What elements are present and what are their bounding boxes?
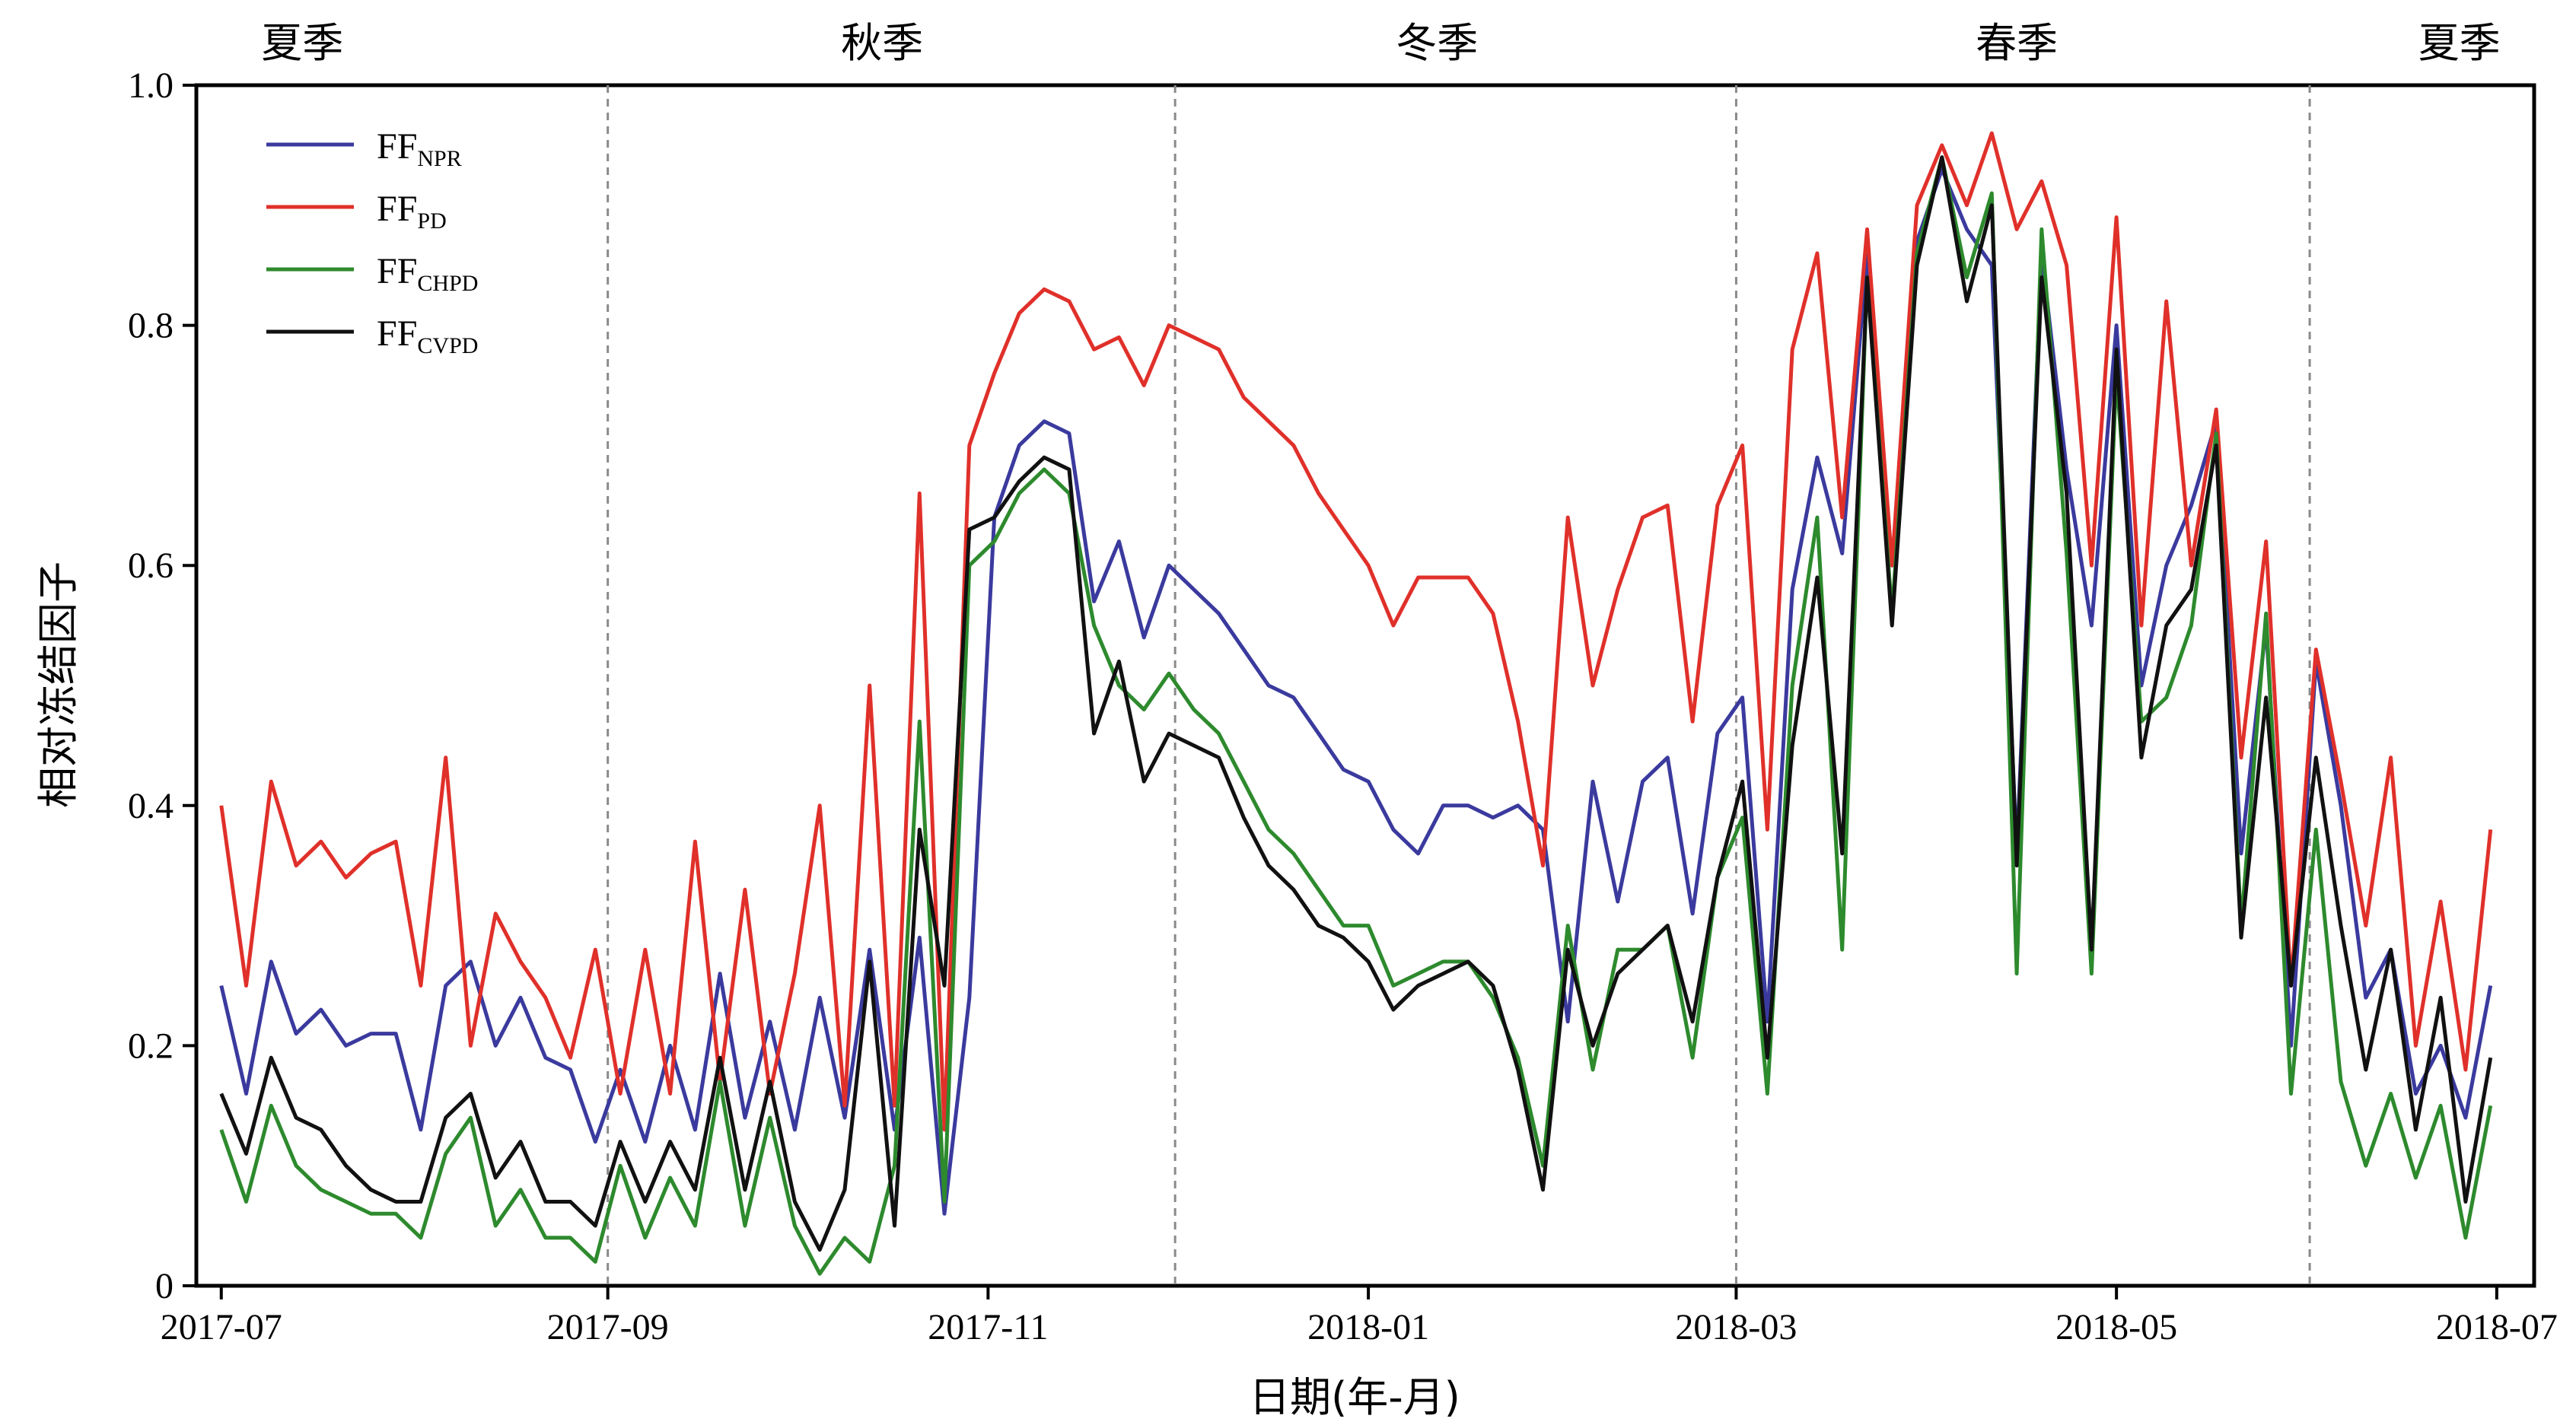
legend-entry-chpd: FFCHPD xyxy=(377,251,478,296)
y-tick-label: 0.4 xyxy=(128,786,174,826)
legend: FFNPR FFPD FFCHPD FFCVPD xyxy=(266,126,478,358)
y-tick-label: 1.0 xyxy=(128,65,174,106)
season-label: 冬季 xyxy=(1396,19,1478,67)
y-tick-label: 0.6 xyxy=(128,546,174,586)
y-axis-title: 相对冻结因子 xyxy=(34,561,82,808)
x-axis: 2017-07 2017-09 2017-11 2018-01 2018-03 2018-… xyxy=(161,1286,2558,1347)
y-axis: 0 0.2 0.4 0.6 0.8 1.0 xyxy=(128,65,196,1306)
x-tick-label: 2018-01 xyxy=(1307,1307,1429,1347)
season-boundaries xyxy=(607,85,2311,1286)
legend-entry-pd: FFPD xyxy=(377,189,447,234)
season-label: 春季 xyxy=(1976,19,2058,67)
series-lines xyxy=(219,131,2493,1276)
season-labels: 夏季 秋季 冬季 春季 夏季 xyxy=(261,19,2500,67)
x-tick-label: 2018-07 xyxy=(2436,1307,2558,1347)
series-line-npr xyxy=(219,167,2493,1216)
series-line-cvpd xyxy=(219,155,2493,1252)
y-tick-label: 0.2 xyxy=(128,1026,174,1066)
season-label: 夏季 xyxy=(261,19,343,67)
x-tick-label: 2018-03 xyxy=(1675,1307,1797,1347)
x-tick-label: 2017-11 xyxy=(928,1307,1048,1347)
series-line-pd xyxy=(219,131,2493,1132)
plot-area-frame xyxy=(194,83,2536,1288)
legend-entry-cvpd: FFCVPD xyxy=(377,313,478,358)
y-tick-label: 0 xyxy=(155,1266,174,1306)
x-axis-title: 日期(年-月) xyxy=(1249,1373,1460,1421)
season-label: 秋季 xyxy=(841,19,923,67)
x-tick-label: 2018-05 xyxy=(2055,1307,2177,1347)
legend-entry-npr: FFNPR xyxy=(377,126,462,171)
season-label: 夏季 xyxy=(2418,19,2501,67)
x-tick-label: 2017-09 xyxy=(547,1307,669,1347)
y-tick-label: 0.8 xyxy=(128,306,174,346)
x-tick-label: 2017-07 xyxy=(161,1307,282,1347)
